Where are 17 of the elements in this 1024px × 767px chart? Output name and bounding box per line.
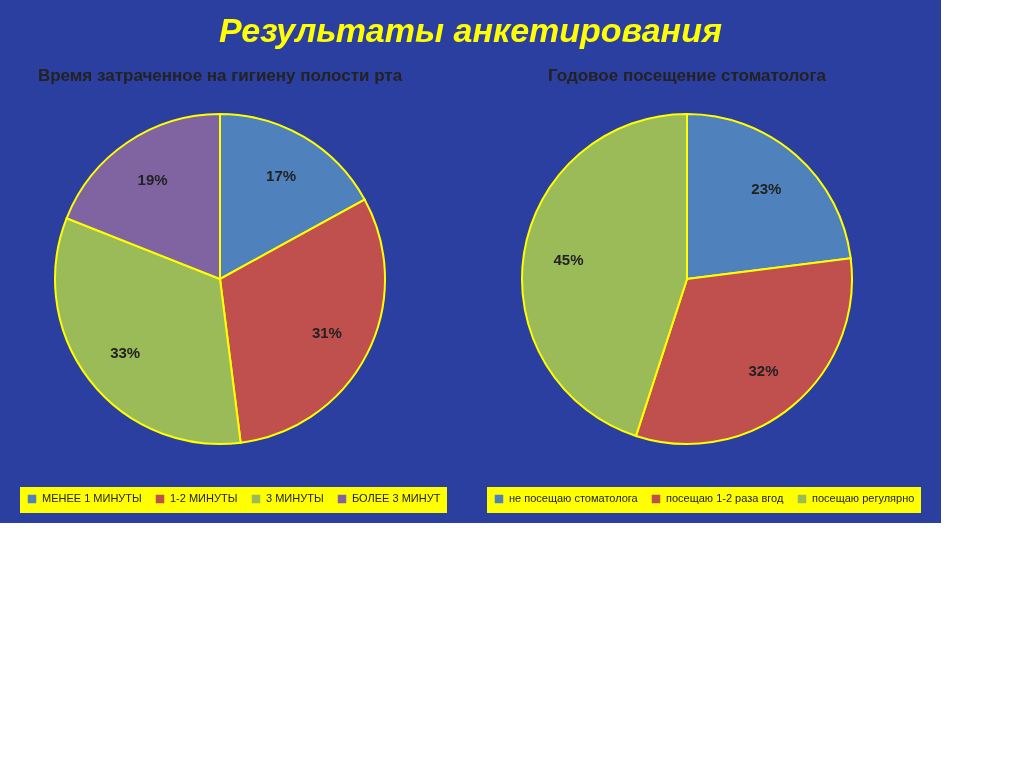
chart-title: Годовое посещение стоматолога xyxy=(547,66,827,85)
legend-label: БОЛЕЕ 3 МИНУТ xyxy=(352,492,441,504)
data-label: 32% xyxy=(748,362,779,380)
data-label: 45% xyxy=(553,251,584,269)
legend-label: посещаю 1-2 раза вгод xyxy=(666,492,784,504)
data-label: 19% xyxy=(137,170,168,188)
legend-label: МЕНЕЕ 1 МИНУТЫ xyxy=(42,492,142,504)
legend-label: посещаю регулярно xyxy=(812,492,915,504)
data-label: 17% xyxy=(266,166,297,184)
data-label: 33% xyxy=(110,343,141,361)
legend-label: 1-2 МИНУТЫ xyxy=(170,492,238,504)
legend-label: не посещаю стоматолога xyxy=(509,492,639,504)
chart-title: Время затраченное на гигиену полости рта xyxy=(37,66,403,85)
data-label: 23% xyxy=(751,179,782,197)
data-label: 31% xyxy=(311,324,342,342)
legend-label: 3 МИНУТЫ xyxy=(266,492,324,504)
text: Результаты анкетирования xyxy=(219,11,722,49)
